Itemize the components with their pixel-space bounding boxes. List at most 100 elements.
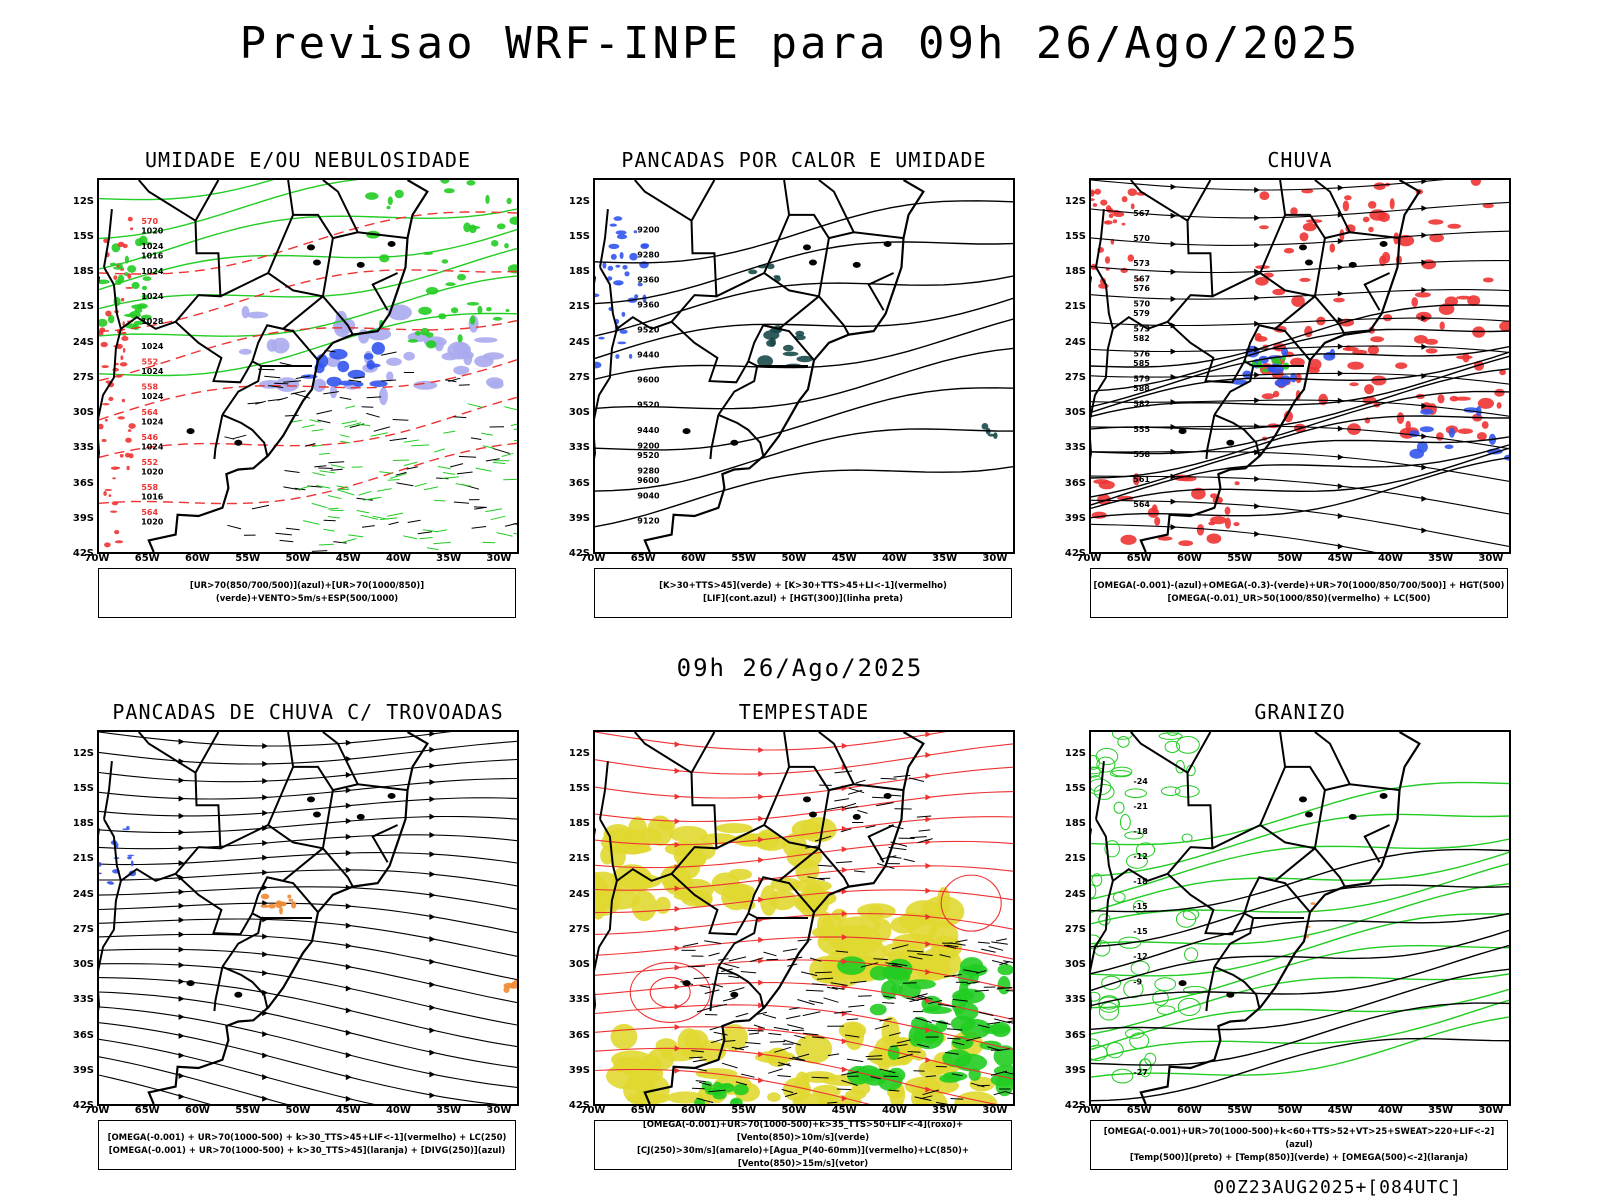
streamline-arrow: [1337, 264, 1344, 271]
latitude-label: 27S: [568, 371, 590, 383]
streamline-arrow: [841, 846, 848, 853]
wind-vector: [434, 448, 446, 453]
shaded-area: [241, 305, 250, 319]
wind-vector: [955, 939, 968, 943]
map-canvas: [99, 732, 517, 1104]
contour-label: 1016: [141, 251, 164, 260]
latitude-label: 42S: [72, 1100, 94, 1111]
wind-vector: [314, 465, 327, 468]
wind-vector: [283, 380, 302, 383]
shaded-area: [1206, 533, 1222, 544]
streamline-arrow: [429, 892, 436, 899]
contour-line: [1135, 842, 1156, 858]
wind-vector: [267, 385, 284, 389]
wind-vector: [915, 1017, 932, 1024]
shaded-area: [120, 297, 125, 302]
contour-line: [595, 200, 1013, 264]
state-border: [1363, 272, 1391, 311]
streamline-arrow: [178, 829, 185, 836]
streamline-arrow: [429, 981, 436, 988]
shaded-area: [613, 280, 624, 286]
longitude-label: 65W: [630, 1105, 656, 1116]
wind-vector: [274, 382, 289, 385]
shaded-area: [418, 306, 432, 315]
wind-vector: [749, 957, 764, 963]
streamline-arrow: [262, 854, 269, 861]
shaded-area: [1378, 212, 1390, 223]
wind-vector: [295, 375, 311, 380]
streamline-arrow: [674, 841, 681, 848]
contour-line: [1091, 944, 1509, 1009]
shaded-area: [853, 924, 873, 955]
shaded-area: [617, 341, 627, 345]
contour-line: [1091, 913, 1509, 977]
shaded-area: [1414, 292, 1431, 298]
legend-line: [Temp(500)](preto) + [Temp(850)](verde) …: [1129, 1152, 1469, 1163]
wind-vector: [336, 485, 349, 489]
wind-vector: [513, 523, 517, 525]
state-border: [1091, 867, 1168, 1012]
wind-vector: [1005, 990, 1013, 992]
wind-vector: [492, 461, 506, 465]
wind-vector: [827, 1101, 838, 1104]
shaded-area: [1482, 203, 1494, 209]
streamline-arrow: [262, 839, 269, 846]
wind-vector: [356, 497, 373, 501]
wind-vector: [392, 419, 409, 421]
latitude-label: 24S: [1064, 888, 1086, 900]
shaded-area: [618, 873, 662, 889]
latitude-label: 18S: [72, 266, 94, 277]
wind-vector: [358, 490, 372, 496]
shaded-area: [812, 1084, 841, 1098]
streamline-arrow: [262, 970, 269, 977]
shaded-area: [287, 894, 292, 899]
streamline-arrow: [429, 936, 436, 943]
shaded-area: [119, 453, 124, 458]
longitude-label: 45W: [831, 1105, 857, 1116]
contour-label: 1024: [141, 292, 164, 301]
streamline-arrow: [262, 742, 269, 749]
lake: [387, 792, 396, 799]
wind-vector: [725, 1040, 736, 1042]
wind-vector: [419, 537, 433, 540]
wind-vector: [826, 986, 838, 990]
shaded-area: [1367, 345, 1379, 355]
state-border: [322, 180, 359, 233]
streamline-arrow: [178, 777, 185, 784]
wind-vector: [403, 535, 418, 540]
longitude-label: 50W: [781, 1105, 807, 1116]
shaded-area: [403, 351, 416, 361]
shaded-area: [246, 311, 269, 319]
panel-legend: [OMEGA(-0.001)-(azul)+OMEGA(-0.3)-(verde…: [1090, 568, 1508, 618]
streamline-arrow: [178, 995, 185, 1002]
latitude-label: 30S: [72, 959, 94, 970]
wind-vector: [848, 787, 865, 794]
wind-vector: [882, 1002, 895, 1004]
wind-vector: [762, 1013, 777, 1019]
state-border: [818, 732, 855, 785]
longitude-label: 45W: [335, 553, 361, 564]
wind-vector: [356, 509, 370, 514]
contour-label: 1020: [141, 226, 164, 235]
longitude-label: 40W: [881, 1105, 907, 1116]
streamline-arrow: [1254, 294, 1261, 301]
wind-vector: [284, 470, 300, 473]
longitude-label: 50W: [1277, 553, 1303, 564]
streamline: [1091, 260, 1509, 274]
streamline: [595, 1068, 871, 1104]
contour-label: 1020: [141, 467, 164, 476]
wind-vector: [1007, 1021, 1013, 1024]
shaded-area: [102, 403, 110, 406]
wind-vector: [341, 538, 357, 543]
wind-vector: [327, 516, 341, 519]
streamline-arrow: [345, 1007, 352, 1014]
wind-vector: [978, 1024, 990, 1029]
panel-title: UMIDADE E/OU NEBULOSIDADE: [144, 148, 472, 172]
lake: [234, 991, 243, 998]
lake: [1304, 259, 1313, 266]
shaded-area: [716, 1083, 734, 1088]
contour-label: 9600: [637, 476, 660, 485]
state-border: [282, 846, 354, 888]
streamline: [595, 766, 1013, 799]
wind-vector: [475, 467, 492, 472]
